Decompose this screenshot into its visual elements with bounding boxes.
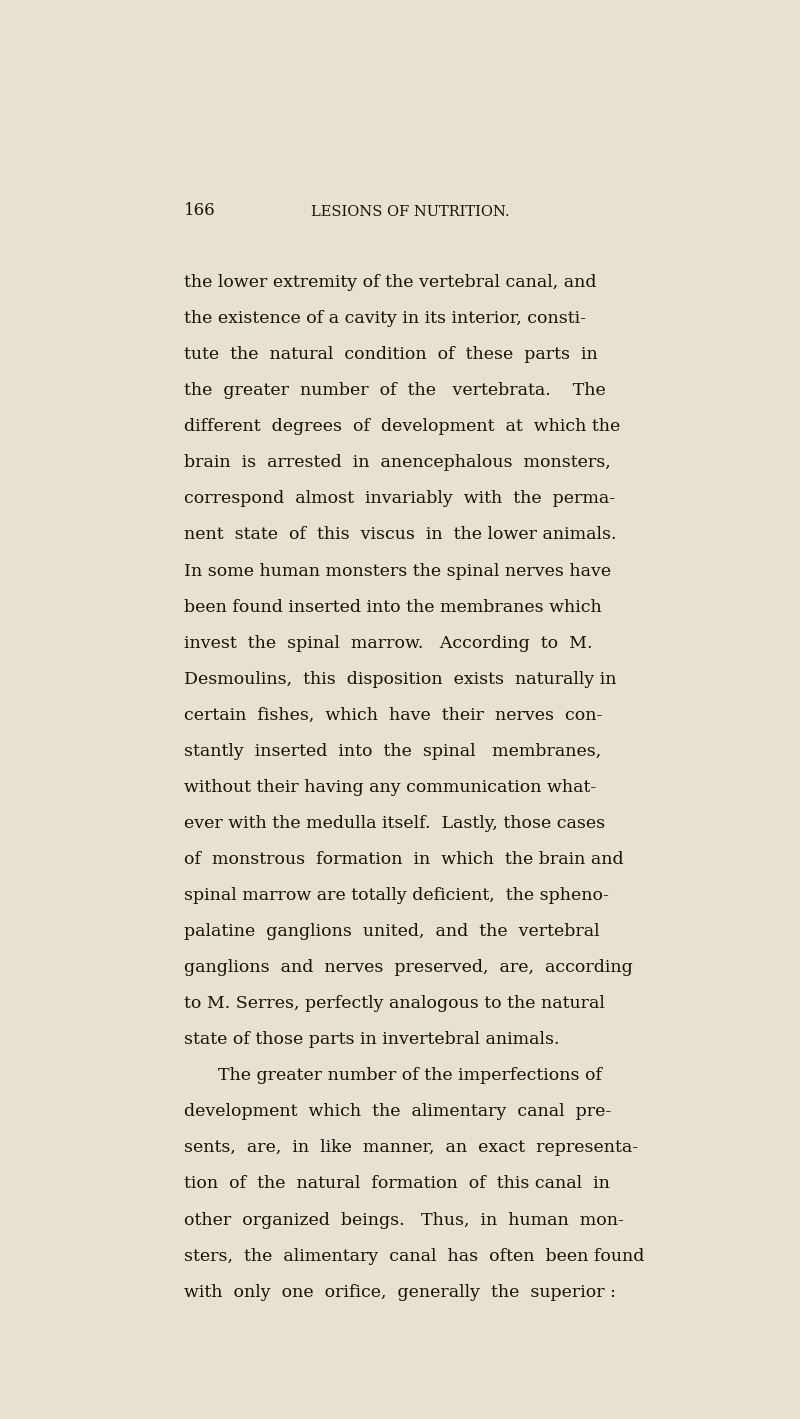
Text: The greater number of the imperfections of: The greater number of the imperfections … [218,1067,602,1084]
Text: state of those parts in invertebral animals.: state of those parts in invertebral anim… [184,1032,559,1049]
Text: In some human monsters the spinal nerves have: In some human monsters the spinal nerves… [184,562,611,579]
Text: of  monstrous  formation  in  which  the brain and: of monstrous formation in which the brai… [184,851,623,868]
Text: without their having any communication what-: without their having any communication w… [184,779,596,796]
Text: the existence of a cavity in its interior, consti-: the existence of a cavity in its interio… [184,311,586,328]
Text: brain  is  arrested  in  anencephalous  monsters,: brain is arrested in anencephalous monst… [184,454,610,471]
Text: the lower extremity of the vertebral canal, and: the lower extremity of the vertebral can… [184,274,596,291]
Text: ever with the medulla itself.  Lastly, those cases: ever with the medulla itself. Lastly, th… [184,815,605,832]
Text: ganglions  and  nerves  preserved,  are,  according: ganglions and nerves preserved, are, acc… [184,959,633,976]
Text: correspond  almost  invariably  with  the  perma-: correspond almost invariably with the pe… [184,491,615,508]
Text: 166: 166 [184,203,215,220]
Text: the  greater  number  of  the   vertebrata.    The: the greater number of the vertebrata. Th… [184,382,606,399]
Text: stantly  inserted  into  the  spinal   membranes,: stantly inserted into the spinal membran… [184,742,601,759]
Text: different  degrees  of  development  at  which the: different degrees of development at whic… [184,419,620,436]
Text: sents,  are,  in  like  manner,  an  exact  representa-: sents, are, in like manner, an exact rep… [184,1139,638,1156]
Text: tute  the  natural  condition  of  these  parts  in: tute the natural condition of these part… [184,346,598,363]
Text: Desmoulins,  this  disposition  exists  naturally in: Desmoulins, this disposition exists natu… [184,671,616,688]
Text: certain  fishes,  which  have  their  nerves  con-: certain fishes, which have their nerves … [184,707,602,724]
Text: other  organized  beings.   Thus,  in  human  mon-: other organized beings. Thus, in human m… [184,1212,623,1229]
Text: with  only  one  orifice,  generally  the  superior :: with only one orifice, generally the sup… [184,1284,615,1301]
Text: invest  the  spinal  marrow.   According  to  M.: invest the spinal marrow. According to M… [184,634,592,651]
Text: spinal marrow are totally deficient,  the spheno-: spinal marrow are totally deficient, the… [184,887,609,904]
Text: LESIONS OF NUTRITION.: LESIONS OF NUTRITION. [310,206,510,220]
Text: been found inserted into the membranes which: been found inserted into the membranes w… [184,599,602,616]
Text: palatine  ganglions  united,  and  the  vertebral: palatine ganglions united, and the verte… [184,924,599,941]
Text: development  which  the  alimentary  canal  pre-: development which the alimentary canal p… [184,1104,611,1121]
Text: sters,  the  alimentary  canal  has  often  been found: sters, the alimentary canal has often be… [184,1247,644,1264]
Text: to M. Serres, perfectly analogous to the natural: to M. Serres, perfectly analogous to the… [184,995,605,1012]
Text: tion  of  the  natural  formation  of  this canal  in: tion of the natural formation of this ca… [184,1175,610,1192]
Text: nent  state  of  this  viscus  in  the lower animals.: nent state of this viscus in the lower a… [184,526,616,543]
